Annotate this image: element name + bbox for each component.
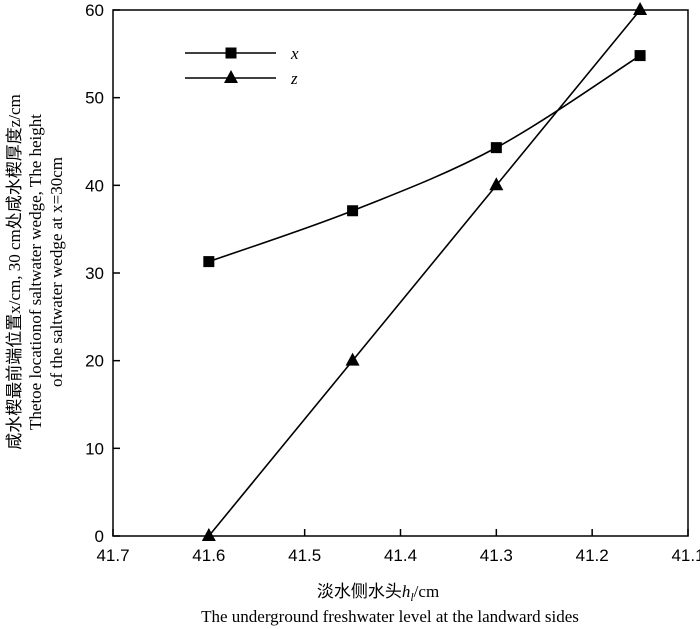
y-tick-label: 30 — [85, 264, 104, 283]
x-tick-label: 41.7 — [96, 546, 129, 565]
series-z-point — [345, 352, 360, 366]
series-z-point — [489, 177, 504, 191]
legend-label: z — [290, 69, 298, 88]
x-axis-title-en: The underground freshwater level at the … — [201, 607, 579, 626]
series-x — [203, 50, 646, 268]
x-axis-title-var: h — [402, 582, 411, 601]
y-tick-label: 60 — [85, 1, 104, 20]
x-tick-label: 41.6 — [192, 546, 225, 565]
series-z-point — [633, 1, 648, 15]
y-tick-label: 50 — [85, 89, 104, 108]
x-axis-title-cn: 淡水侧水头 — [317, 582, 402, 601]
x-tick-label: 41.5 — [288, 546, 321, 565]
tick-labels: 41.7 41.6 41.5 41.4 41.3 41.2 41.1 0 10 20 30 40 50 6… — [85, 1, 700, 565]
legend-label: x — [290, 44, 299, 63]
y-tick-label: 10 — [85, 439, 104, 458]
y-axis-title-line3: of the saltwater wedge at x=30cm — [47, 157, 66, 387]
series-z — [201, 1, 648, 541]
legend-item-z: z — [185, 69, 298, 88]
x-axis-title-sub: l — [410, 590, 414, 604]
x-tick-label: 41.1 — [671, 546, 700, 565]
legend-item-x: x — [185, 44, 299, 63]
series-x-point — [203, 256, 215, 268]
legend: xz — [185, 44, 299, 88]
axis-titles: 淡水侧水头hl/cm The underground freshwater le… — [5, 94, 579, 626]
plot-frame — [112, 9, 689, 537]
x-axis-title: 淡水侧水头hl/cm — [317, 582, 439, 604]
y-axis-title-line2: Thetoe locationof saltwater wedge, The h… — [26, 114, 45, 430]
x-tick-label: 41.4 — [384, 546, 417, 565]
x-tick-label: 41.2 — [576, 546, 609, 565]
series-x-point — [634, 50, 646, 62]
series-x-line — [208, 54, 641, 263]
series-z-line — [208, 9, 641, 537]
y-tick-label: 40 — [85, 176, 104, 195]
x-axis-title-unit: /cm — [414, 582, 440, 601]
legend-marker — [225, 47, 237, 59]
y-tick-label: 0 — [95, 527, 104, 546]
series-x-point — [490, 142, 502, 154]
x-tick-label: 41.3 — [480, 546, 513, 565]
series-x-point — [347, 205, 359, 217]
legend-marker — [224, 69, 238, 83]
y-axis-title-line1: 咸水楔最前端位置x/cm, 30 cm处咸水楔厚度z/cm — [5, 94, 24, 450]
y-tick-label: 20 — [85, 352, 104, 371]
axes — [112, 9, 689, 537]
plot-area — [201, 1, 648, 541]
